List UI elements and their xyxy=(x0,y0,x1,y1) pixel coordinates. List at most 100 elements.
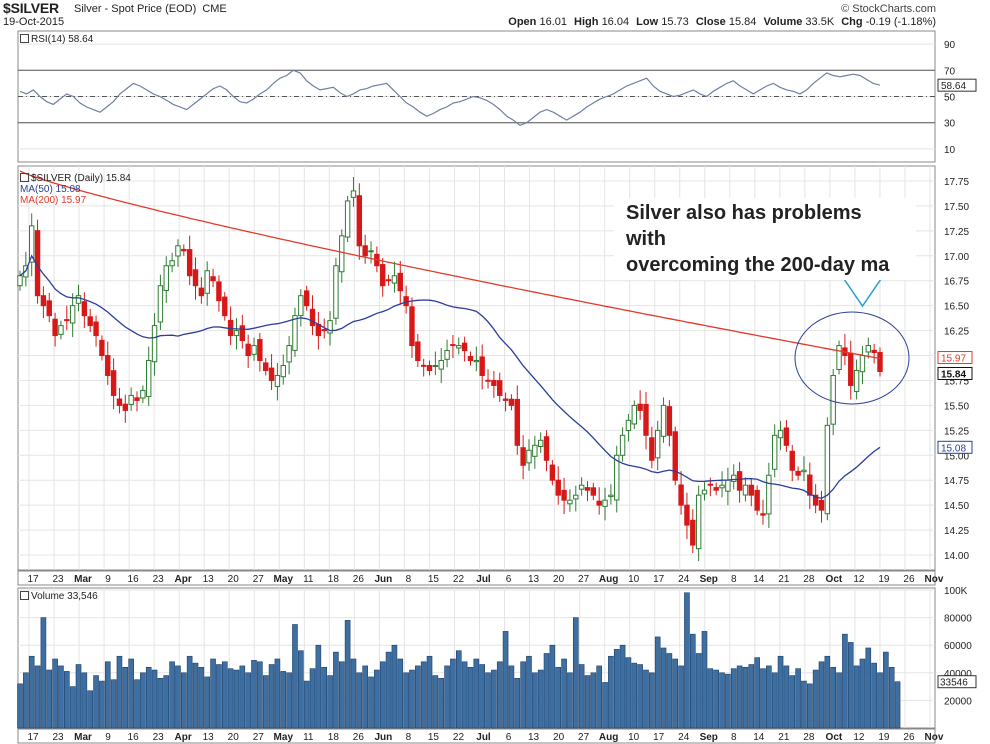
brand-credit: © StockCharts.com xyxy=(841,3,936,15)
volume-bar xyxy=(526,655,532,729)
candle-body xyxy=(561,489,567,501)
bottom-x-tick-label: Aug xyxy=(599,732,618,743)
bottom-x-tick-label: 18 xyxy=(328,732,340,743)
volume-bar xyxy=(58,665,64,729)
x-tick-label: Jun xyxy=(374,574,392,585)
volume-bar xyxy=(485,672,491,729)
candle-body xyxy=(192,269,199,287)
x-tick-label: 9 xyxy=(105,574,111,585)
bottom-x-tick-label: 14 xyxy=(753,732,765,743)
x-tick-label: Nov xyxy=(925,574,944,585)
candle-body xyxy=(701,489,708,495)
volume-bar xyxy=(356,672,363,729)
volume-bar xyxy=(514,678,521,729)
volume-bar xyxy=(865,647,872,729)
volume-bar xyxy=(116,655,123,729)
volume-bar xyxy=(771,672,778,729)
ma200-legend-text: MA(200) 15.97 xyxy=(20,195,87,206)
volume-bar xyxy=(719,672,725,729)
bottom-x-tick-label: Mar xyxy=(74,732,92,743)
volume-bar xyxy=(818,661,825,729)
volume-bar xyxy=(362,665,368,729)
candle-body xyxy=(286,345,292,363)
bottom-x-tick-label: Apr xyxy=(175,732,192,743)
close-label: Close xyxy=(695,16,726,28)
volume-bar xyxy=(666,653,673,729)
candle-body xyxy=(532,444,538,457)
candle-body xyxy=(151,325,158,363)
volume-bar xyxy=(251,660,257,729)
candle-body xyxy=(321,329,327,332)
volume-bar xyxy=(239,665,246,729)
volume-bar xyxy=(479,664,485,729)
candle-body xyxy=(175,245,181,257)
bottom-x-tick-label: Sep xyxy=(700,732,718,743)
ma50-legend-text: MA(50) 15.08 xyxy=(20,184,81,195)
volume-bar xyxy=(368,676,374,729)
x-tick-label: 16 xyxy=(128,574,140,585)
candle-body xyxy=(865,345,871,353)
x-tick-label: 27 xyxy=(578,574,590,585)
volume-bar xyxy=(649,672,655,729)
bottom-x-tick-label: 17 xyxy=(653,732,665,743)
x-tick-label: 13 xyxy=(528,574,540,585)
candle-body xyxy=(807,474,813,496)
volume-bar xyxy=(824,655,831,729)
volume-bar xyxy=(397,658,404,729)
volume-bar xyxy=(104,661,111,729)
x-tick-label: 13 xyxy=(203,574,215,585)
volume-bar xyxy=(344,620,351,729)
price-tick-label: 15.50 xyxy=(944,401,969,412)
volume-bar xyxy=(216,664,222,729)
rsi-value-tag xyxy=(937,78,977,92)
volume-bar xyxy=(572,617,579,729)
price-tick-label: 16.75 xyxy=(944,277,969,288)
legend-box-icon xyxy=(20,34,29,43)
candle-body xyxy=(415,341,421,362)
volume-bar xyxy=(415,665,421,729)
candle-body xyxy=(245,343,251,357)
bottom-x-tick-label: Oct xyxy=(826,732,843,743)
x-tick-label: Oct xyxy=(826,574,843,585)
x-tick-label: 15 xyxy=(428,574,440,585)
volume-bar xyxy=(654,636,661,729)
volume-bar xyxy=(590,672,597,729)
candle-body xyxy=(204,270,210,294)
price-tick-label: 15.00 xyxy=(944,451,969,462)
volume-bar xyxy=(608,655,614,729)
volume-tick-label: 40000 xyxy=(944,669,972,680)
volume-bar xyxy=(806,683,813,729)
volume-bar xyxy=(175,665,181,729)
chart-date: 19-Oct-2015 xyxy=(3,16,65,28)
candle-body xyxy=(590,487,597,496)
volume-bar xyxy=(695,653,702,729)
candle-body xyxy=(520,447,526,466)
candle-body xyxy=(643,403,649,436)
bottom-x-tick-label: 9 xyxy=(105,732,111,743)
x-tick-label: 17 xyxy=(27,574,39,585)
candle-body xyxy=(555,479,561,496)
annotation-line-2: overcoming the 200-day ma xyxy=(626,254,890,276)
volume-bar xyxy=(374,669,380,729)
rsi-legend-text: RSI(14) 58.64 xyxy=(31,34,94,45)
candle-body xyxy=(380,264,386,287)
candle-body xyxy=(771,434,778,470)
bottom-x-tick-label: 28 xyxy=(803,732,815,743)
candle-body xyxy=(344,200,351,238)
volume-bar xyxy=(87,690,94,729)
candle-body xyxy=(233,330,240,337)
x-tick-label: 28 xyxy=(803,574,815,585)
x-axis-strip xyxy=(17,570,936,586)
volume-bar xyxy=(578,664,585,729)
bottom-x-tick-label: 6 xyxy=(506,732,512,743)
bottom-x-tick-label: 11 xyxy=(303,732,314,743)
volume-bar xyxy=(46,669,53,729)
volume-bar xyxy=(584,675,591,729)
rsi-line xyxy=(19,69,881,126)
volume-bar xyxy=(169,661,175,729)
bottom-x-tick-label: Jul xyxy=(476,732,491,743)
volume-value: 33.5K xyxy=(805,16,835,28)
volume-bar xyxy=(847,642,854,729)
volume-bar xyxy=(409,669,415,729)
volume-bar xyxy=(631,662,638,729)
